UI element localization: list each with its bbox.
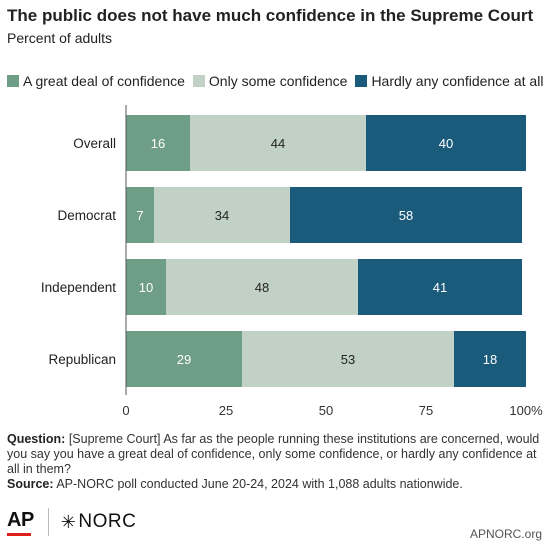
legend-label-great-deal: A great deal of confidence xyxy=(23,73,185,89)
source-text: AP-NORC poll conducted June 20-24, 2024 … xyxy=(56,477,463,491)
data-label-independent-s0: 10 xyxy=(139,280,153,295)
bar-democrat-s1 xyxy=(154,187,290,243)
data-label-democrat-s1: 34 xyxy=(215,208,229,223)
data-label-independent-s2: 41 xyxy=(433,280,447,295)
bar-democrat-s2 xyxy=(290,187,522,243)
bar-overall-s0 xyxy=(126,115,190,171)
bar-independent-s0 xyxy=(126,259,166,315)
bar-overall-s1 xyxy=(190,115,366,171)
question-note: Question: [Supreme Court] As far as the … xyxy=(7,432,543,477)
x-tick-label: 100% xyxy=(509,403,543,418)
data-label-independent-s1: 48 xyxy=(255,280,269,295)
x-tick-label: 75 xyxy=(419,403,433,418)
x-tick-label: 50 xyxy=(319,403,333,418)
data-label-republican-s0: 29 xyxy=(177,352,191,367)
logo-divider xyxy=(47,508,49,536)
chart-footer: Question: [Supreme Court] As far as the … xyxy=(7,432,543,492)
data-label-republican-s2: 18 xyxy=(483,352,497,367)
data-label-overall-s2: 40 xyxy=(439,136,453,151)
category-label-overall: Overall xyxy=(73,136,116,151)
bar-republican-s2 xyxy=(454,331,526,387)
source-label: Source: xyxy=(7,477,54,491)
x-tick-label: 0 xyxy=(122,403,129,418)
legend-item-only-some: Only some confidence xyxy=(192,73,348,89)
chart-subtitle: Percent of adults xyxy=(7,30,113,46)
norc-logo-text: NORC xyxy=(78,511,137,532)
data-label-democrat-s2: 58 xyxy=(399,208,413,223)
legend-label-only-some: Only some confidence xyxy=(208,73,348,89)
ap-logo-underline xyxy=(7,532,31,536)
source-note: Source: AP-NORC poll conducted June 20-2… xyxy=(7,477,543,492)
legend-swatch-only-some xyxy=(192,75,205,87)
question-text: [Supreme Court] As far as the people run… xyxy=(7,432,540,476)
bar-republican-s0 xyxy=(126,331,242,387)
legend-item-hardly-any: Hardly any confidence at all xyxy=(355,73,543,89)
norc-logo: ✳ NORC xyxy=(61,511,137,533)
logo-strip: AP ✳ NORC xyxy=(7,508,136,536)
category-label-democrat: Democrat xyxy=(57,208,116,223)
stacked-bar-chart: Overall 16 44 40 Democrat 7 34 58 Independent 10 4… xyxy=(41,105,543,418)
legend-item-great-deal: A great deal of confidence xyxy=(7,73,185,89)
legend-swatch-hardly-any xyxy=(355,75,368,87)
site-url: APNORC.org xyxy=(469,527,542,541)
legend: A great deal of confidence Only some con… xyxy=(7,73,543,89)
ap-logo: AP xyxy=(7,509,34,536)
data-label-democrat-s0: 7 xyxy=(136,208,143,223)
chart-title: The public does not have much confidence… xyxy=(7,6,534,25)
data-label-republican-s1: 53 xyxy=(341,352,355,367)
category-label-republican: Republican xyxy=(48,352,116,367)
data-label-overall-s1: 44 xyxy=(271,136,285,151)
bar-independent-s1 xyxy=(166,259,358,315)
question-label: Question: xyxy=(7,432,66,446)
bar-independent-s2 xyxy=(358,259,522,315)
norc-star-icon: ✳ xyxy=(60,511,77,532)
legend-swatch-great-deal xyxy=(7,75,19,87)
category-label-independent: Independent xyxy=(41,280,116,295)
ap-logo-text: AP xyxy=(7,508,34,531)
bar-overall-s2 xyxy=(366,115,526,171)
x-tick-label: 25 xyxy=(219,403,233,418)
bar-democrat-s0 xyxy=(126,187,154,243)
bar-republican-s1 xyxy=(242,331,454,387)
legend-label-hardly-any: Hardly any confidence at all xyxy=(371,73,544,89)
data-label-overall-s0: 16 xyxy=(151,136,165,151)
